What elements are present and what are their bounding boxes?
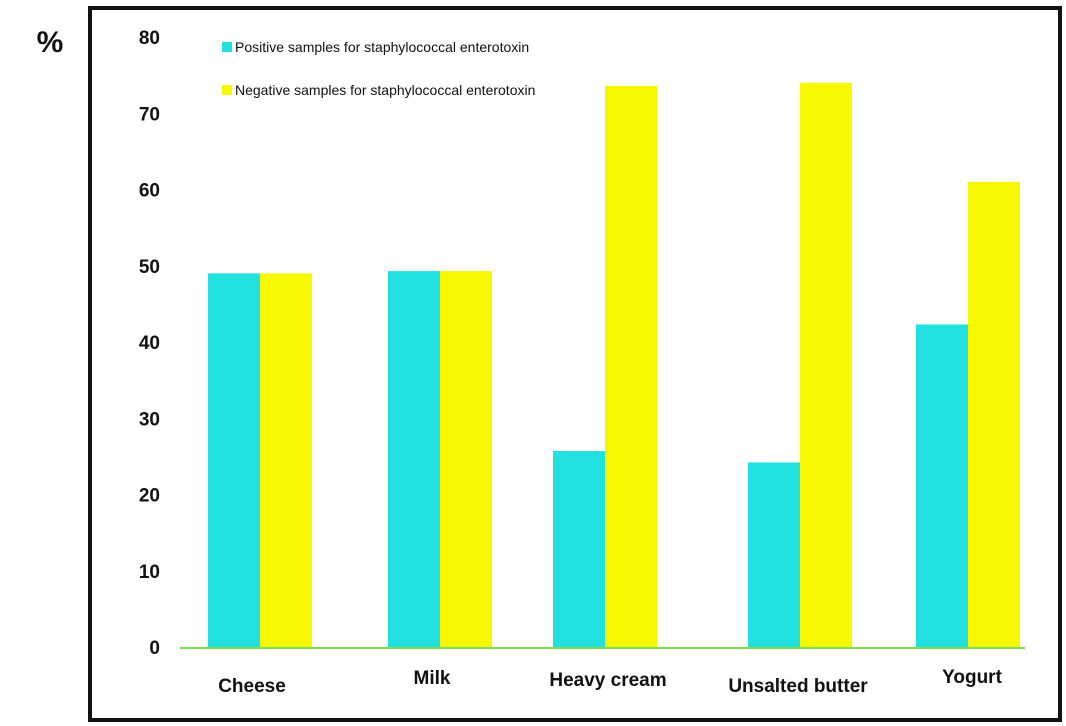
x-tick-label: Unsalted butter [728,676,868,697]
bar-negative-heavy-cream [605,85,657,648]
y-tick-label: 70 [139,104,160,125]
bar-negative-cheese [260,273,312,647]
legend-label: Negative samples for staphylococcal ente… [235,82,535,98]
bar-positive-yogurt [916,324,968,647]
bar-negative-unsalted-butter [800,82,852,647]
x-axis: Cheese Milk Heavy cream Unsalted butter Yogu… [218,667,1002,697]
y-axis-unit-label: % [37,26,64,59]
y-tick-label: 40 [139,333,160,354]
x-tick-label: Heavy cream [549,670,666,691]
bar-negative-milk [440,271,492,647]
bars-group [180,82,1025,649]
bar-positive-milk [388,271,440,647]
legend-swatch [222,42,232,52]
y-tick-label: 10 [139,562,160,583]
y-tick-label: 0 [149,638,160,659]
legend: Positive samples for staphylococcal ente… [222,39,535,98]
legend-label: Positive samples for staphylococcal ente… [235,39,529,55]
y-axis: 0 10 20 30 40 50 60 70 80 [139,28,160,659]
bar-positive-cheese [208,273,260,647]
bar-positive-unsalted-butter [748,462,800,647]
x-tick-label: Milk [414,668,451,689]
legend-swatch [222,85,232,95]
bar-positive-heavy-cream [553,451,605,647]
y-tick-label: 20 [139,486,160,507]
x-tick-label: Yogurt [942,667,1002,688]
y-tick-label: 50 [139,257,160,278]
y-tick-label: 30 [139,409,160,430]
y-tick-label: 60 [139,181,160,202]
y-tick-label: 80 [139,28,160,49]
bar-negative-yogurt [968,181,1020,647]
x-tick-label: Cheese [218,676,286,697]
